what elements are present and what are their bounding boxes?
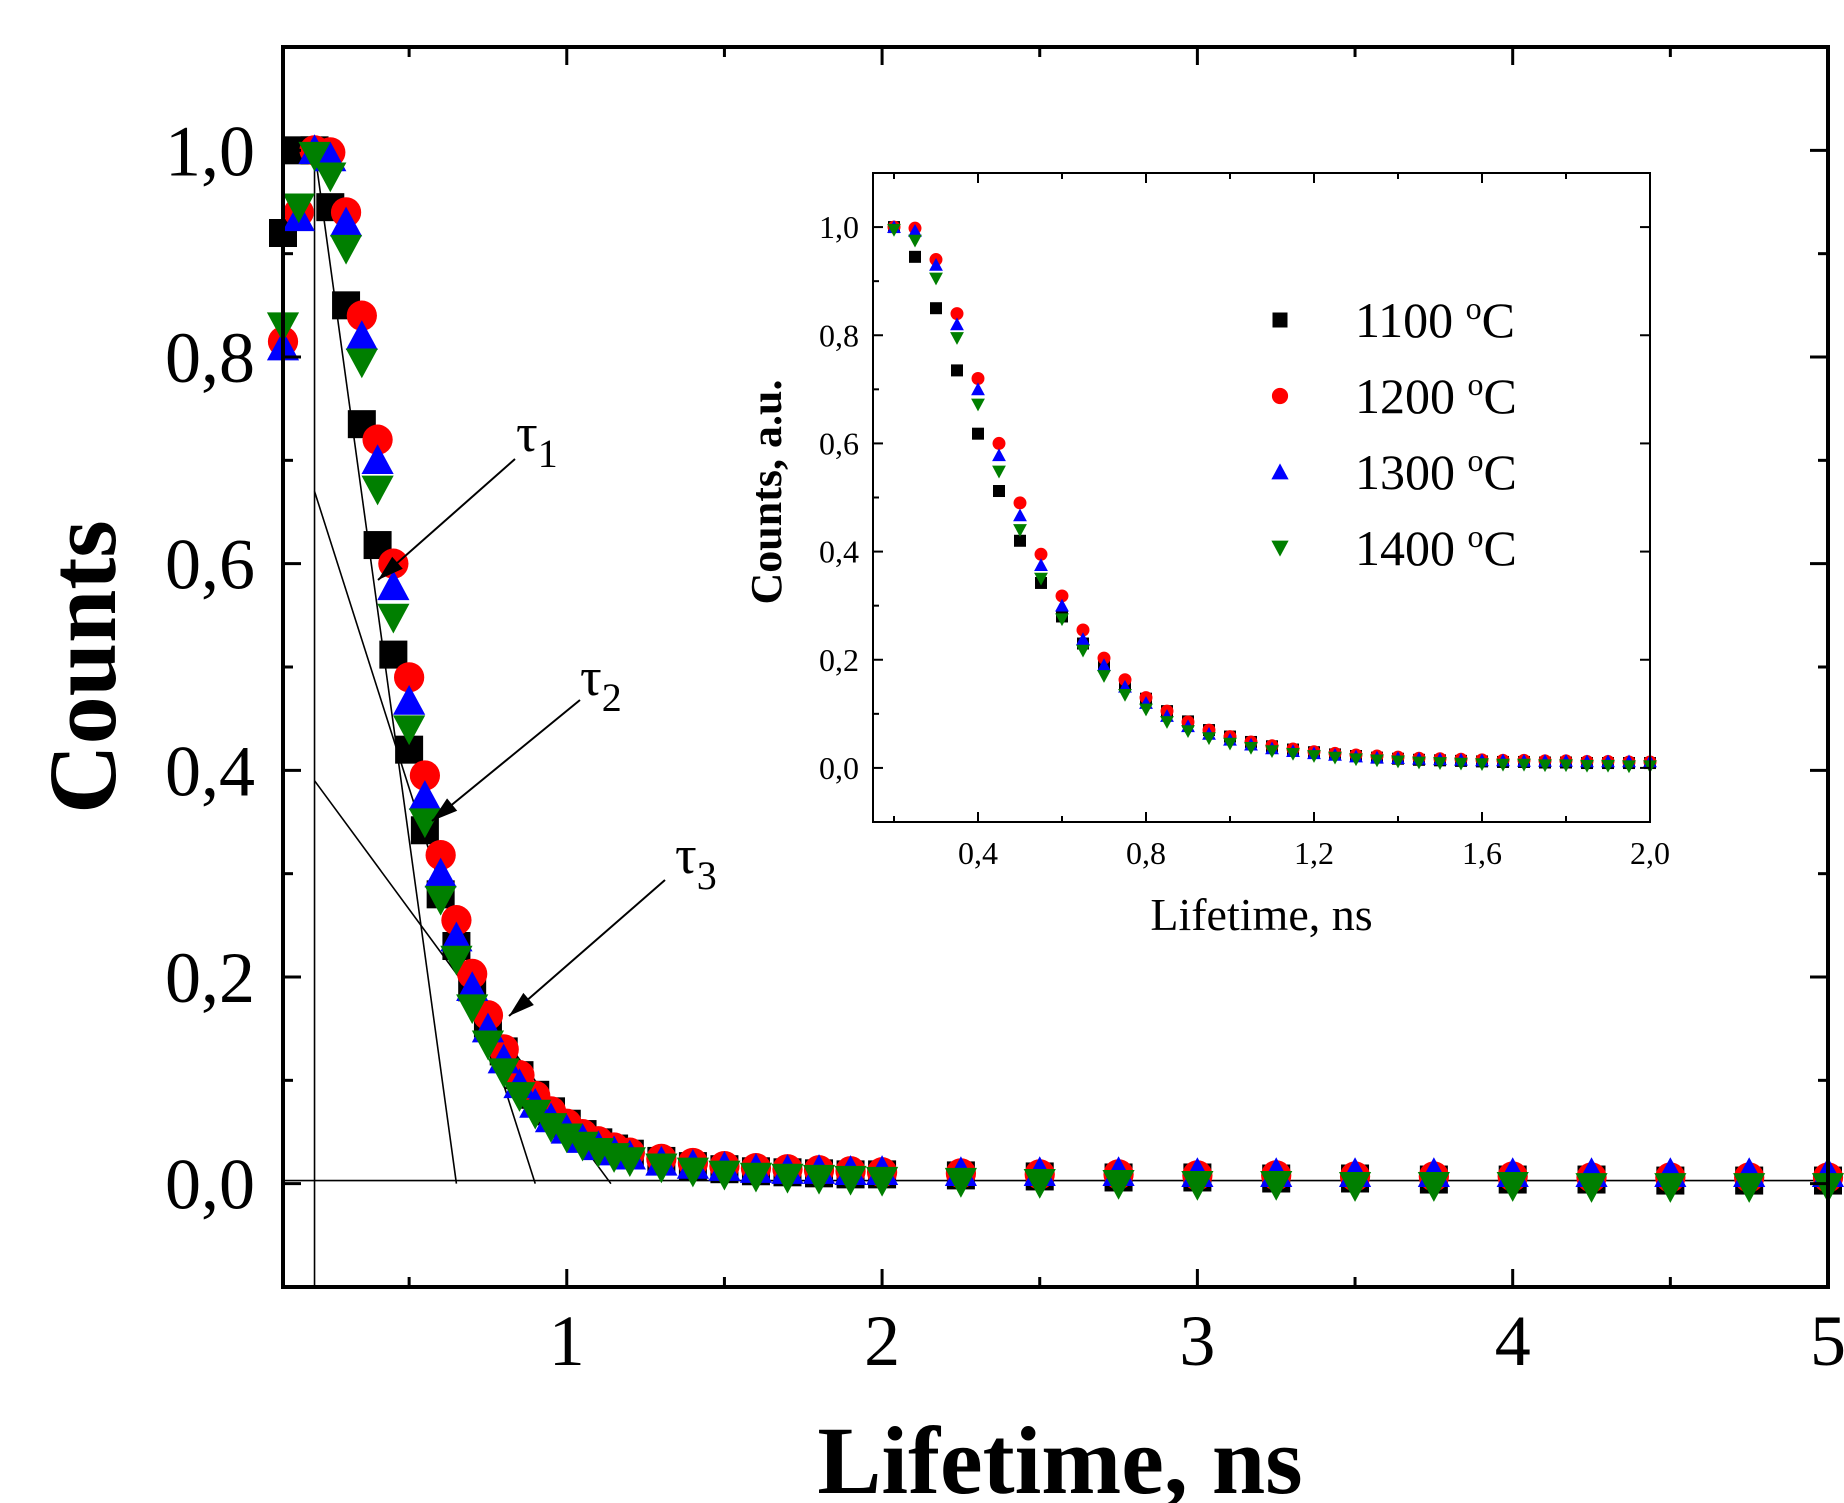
inset-x-tick-label: 1,2 (1294, 835, 1334, 871)
y-axis-title: Counts (29, 520, 136, 813)
legend-label: 1400 oC (1355, 518, 1517, 576)
inset-data-point-square (993, 485, 1005, 497)
x-tick-label: 4 (1495, 1301, 1531, 1381)
y-tick-label: 0,4 (165, 731, 255, 811)
x-tick-label: 3 (1179, 1301, 1215, 1381)
legend-label: 1100 oC (1355, 290, 1515, 348)
inset-y-tick-label: 0,2 (819, 642, 859, 678)
inset-background (873, 173, 1650, 822)
x-axis-title: Lifetime, ns (817, 1407, 1302, 1503)
inset-data-point-square (951, 364, 963, 376)
legend-marker-circle (1272, 388, 1288, 404)
inset-x-tick-label: 1,6 (1462, 835, 1502, 871)
y-tick-label: 0,0 (165, 1145, 255, 1225)
x-tick-label: 5 (1810, 1301, 1844, 1381)
inset-y-axis-title: Counts, a.u. (742, 380, 791, 605)
legend-label: 1200 oC (1355, 366, 1517, 424)
y-tick-label: 1,0 (165, 111, 255, 191)
inset-data-point-circle (993, 437, 1006, 450)
legend-marker-square (1273, 313, 1288, 328)
inset-y-tick-label: 0,8 (819, 317, 859, 353)
y-tick-label: 0,6 (165, 525, 255, 605)
legend-label: 1300 oC (1355, 442, 1517, 500)
inset-y-tick-label: 0,0 (819, 750, 859, 786)
inset-x-tick-label: 2,0 (1630, 835, 1670, 871)
x-tick-label: 1 (549, 1301, 585, 1381)
y-tick-label: 0,2 (165, 938, 255, 1018)
inset-y-tick-label: 1,0 (819, 209, 859, 245)
inset-y-tick-label: 0,4 (819, 534, 859, 570)
inset-data-point-square (930, 302, 942, 314)
inset-x-tick-label: 0,4 (958, 835, 998, 871)
inset-x-axis-title: Lifetime, ns (1150, 889, 1372, 940)
x-tick-label: 2 (864, 1301, 900, 1381)
inset-x-tick-label: 0,8 (1126, 835, 1166, 871)
inset-data-point-square (909, 251, 921, 263)
inset-y-tick-label: 0,6 (819, 425, 859, 461)
y-tick-label: 0,8 (165, 318, 255, 398)
inset-data-point-square (972, 428, 984, 440)
inset-data-point-circle (1014, 496, 1027, 509)
